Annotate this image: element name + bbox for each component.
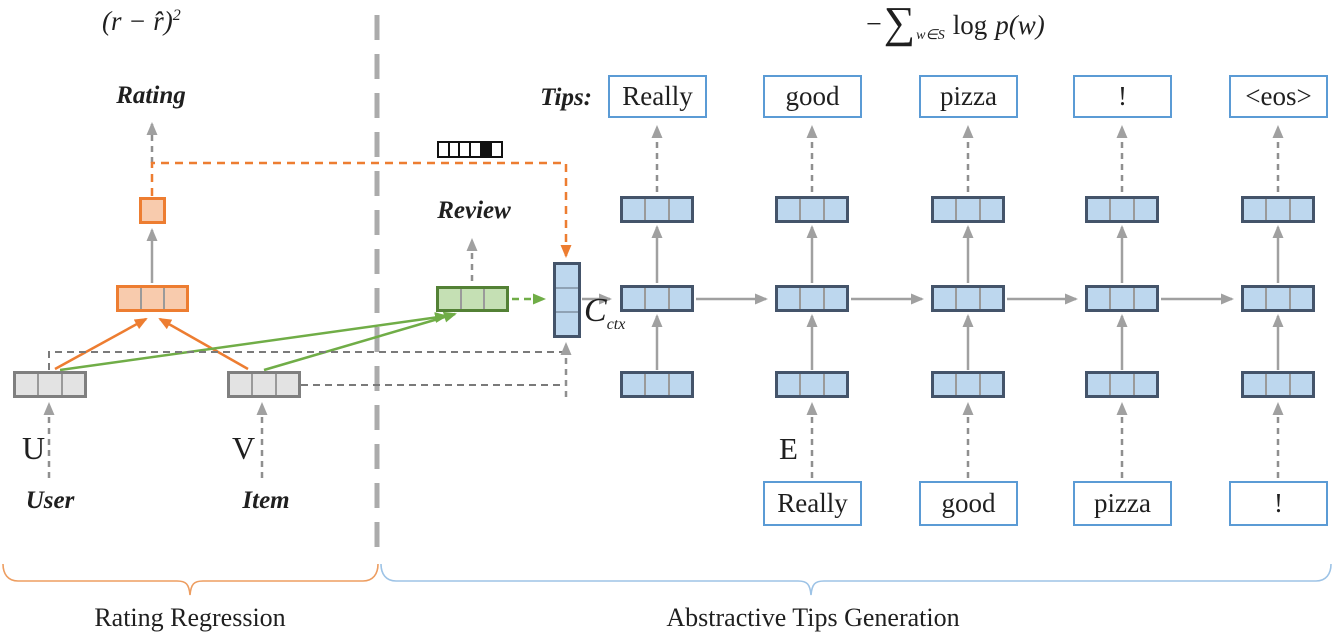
rating-regression-brace [2, 563, 379, 596]
onehot-cell [447, 143, 459, 156]
input-word-box: Really [763, 481, 862, 526]
decoder-hidden-vector [775, 285, 849, 312]
user-embedding-vector [13, 371, 87, 398]
nll-loss-formula: − ∑ w∈S log p(w) [866, 0, 1045, 50]
nll-log: log [952, 9, 988, 40]
nll-prob: p(w) [995, 9, 1045, 40]
onehot-vector [437, 141, 503, 158]
decoder-hidden-vector [931, 285, 1005, 312]
rating-loss-exponent: 2 [172, 7, 181, 24]
decoder-input-vector [620, 371, 694, 398]
item-label: Item [242, 487, 290, 514]
review-hidden-vector [436, 286, 509, 312]
rating-loss-formula: (r − r̂)2 [102, 6, 181, 37]
decoder-hidden-vector [1085, 285, 1159, 312]
user-label: User [25, 487, 75, 514]
embedding-matrix-label: E [779, 431, 798, 466]
nll-minus: − [866, 9, 882, 40]
onehot-cell [490, 143, 501, 156]
decoder-output-vector [620, 196, 694, 223]
input-word-box: ! [1229, 481, 1328, 526]
u-matrix-label: U [22, 430, 46, 466]
tips-label: Tips: [540, 84, 592, 111]
item-embedding-vector [227, 371, 301, 398]
decoder-hidden-vector [620, 285, 694, 312]
tip-word-box: Really [608, 75, 707, 118]
decoder-output-vector [1241, 196, 1315, 223]
tip-word-box: good [763, 75, 862, 118]
decoder-output-vector [1085, 196, 1159, 223]
tip-word-box: ! [1073, 75, 1172, 118]
onehot-cell [439, 143, 448, 156]
context-vector-label: Cctx [584, 292, 626, 333]
tips-generation-section-label: Abstractive Tips Generation [666, 603, 960, 632]
rating-hidden-vector [116, 285, 189, 312]
input-word-box: good [919, 481, 1018, 526]
sigma-symbol: ∑ [883, 0, 916, 47]
onehot-cell [479, 143, 491, 156]
decoder-hidden-vector [1241, 285, 1315, 312]
input-word-box: pizza [1073, 481, 1172, 526]
v-matrix-label: V [232, 430, 256, 466]
tip-word-box: <eos> [1229, 75, 1328, 118]
tips-generation-brace [380, 563, 1332, 596]
tip-word-box: pizza [919, 75, 1018, 118]
decoder-output-vector [931, 196, 1005, 223]
decoder-input-vector [1241, 371, 1315, 398]
nll-subscript: w∈S [916, 28, 945, 43]
decoder-input-vector [931, 371, 1005, 398]
decoder-output-vector [775, 196, 849, 223]
context-vector [553, 262, 581, 338]
onehot-cell [469, 143, 480, 156]
review-label: Review [437, 197, 511, 224]
onehot-cell [458, 143, 469, 156]
predicted-rating-node [139, 197, 166, 224]
decoder-input-vector [1085, 371, 1159, 398]
rating-label: Rating [116, 82, 186, 109]
decoder-input-vector [775, 371, 849, 398]
rating-loss-base: (r − r̂) [102, 6, 173, 36]
rating-regression-section-label: Rating Regression [94, 603, 286, 632]
